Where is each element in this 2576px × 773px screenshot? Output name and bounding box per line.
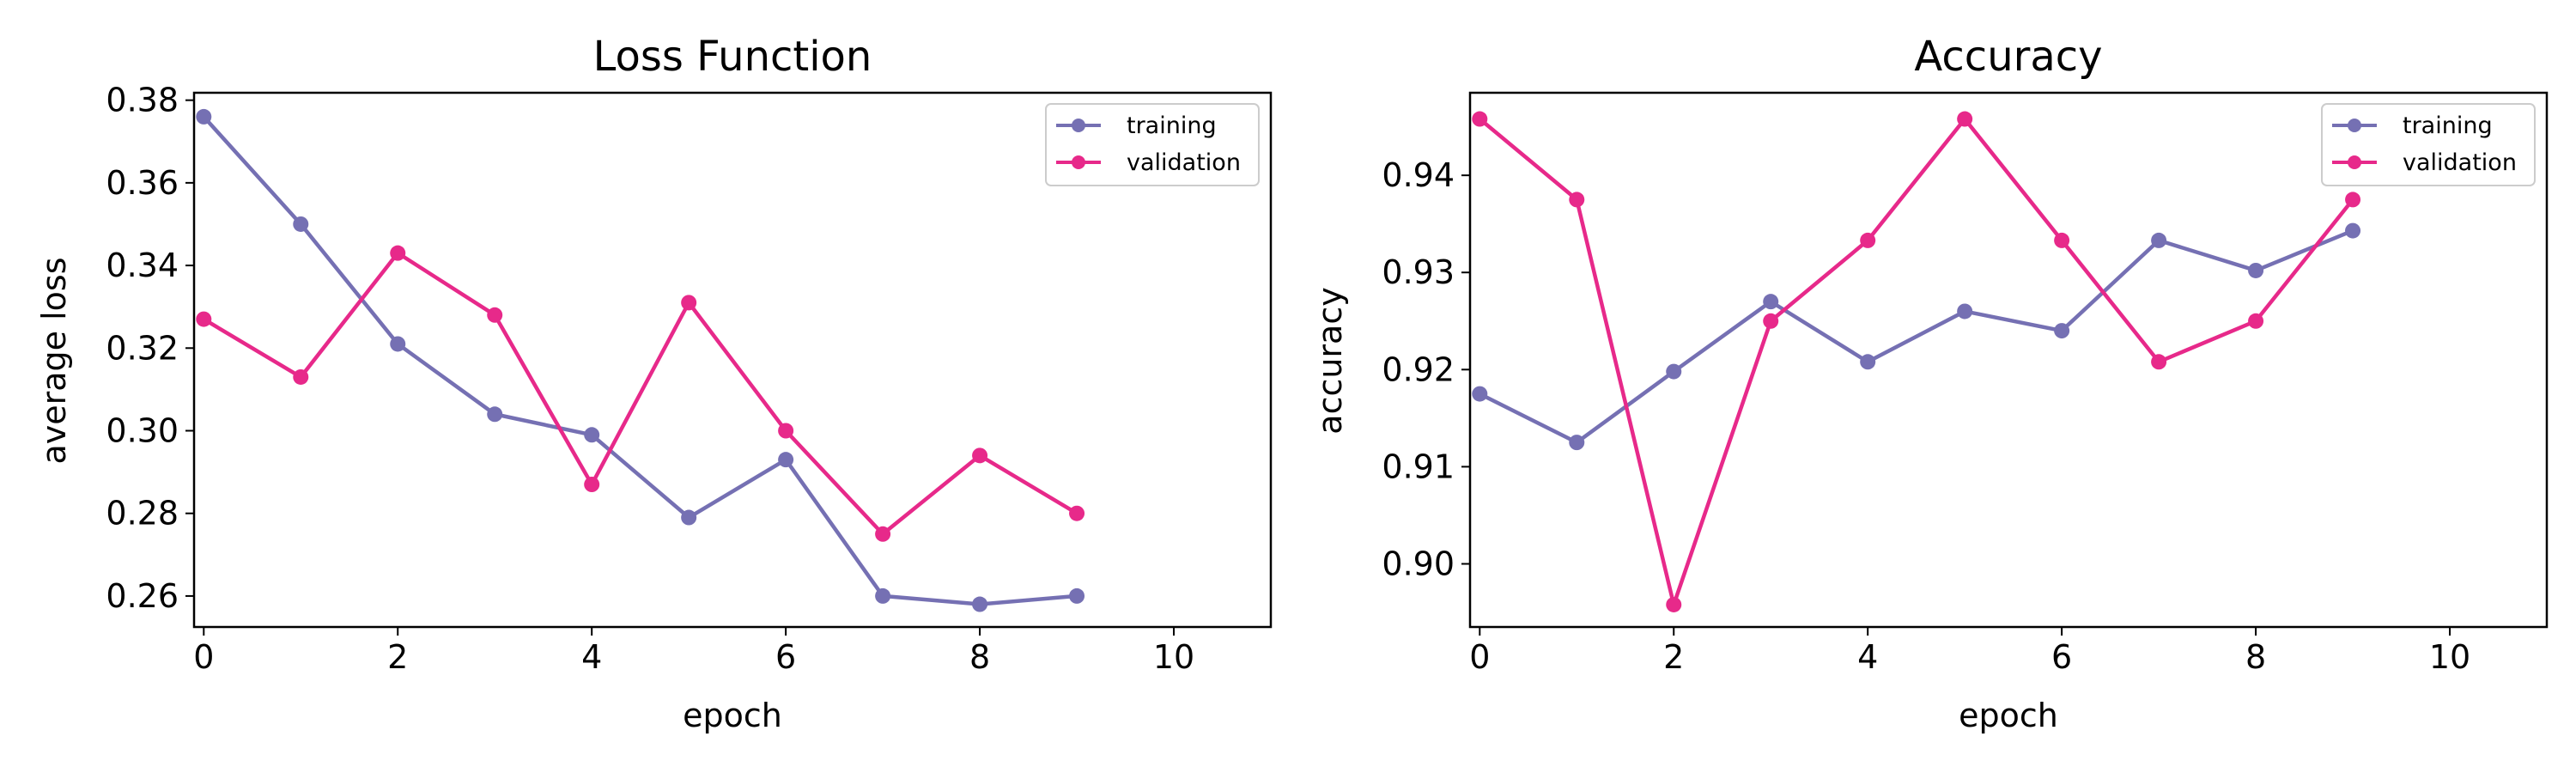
accuracy-y-tick-label: 0.93 — [1382, 253, 1455, 291]
loss-x-axis-label: epoch — [683, 697, 782, 734]
loss-chart: Loss Function 0 2 4 6 8 10 0.26 0.28 0.30 0.32 0.3… — [35, 33, 1273, 734]
accuracy-validation-point — [1763, 313, 1779, 329]
loss-x-tick-label: 0 — [193, 638, 214, 676]
loss-x-tick-label: 4 — [581, 638, 602, 676]
accuracy-validation-point — [1472, 111, 1488, 127]
accuracy-x-tick-label: 4 — [1857, 638, 1878, 676]
loss-legend-training-marker — [1072, 119, 1085, 132]
accuracy-x-tick-label: 6 — [2051, 638, 2072, 676]
loss-chart-series — [196, 108, 1085, 612]
accuracy-validation-point — [1666, 596, 1682, 612]
accuracy-validation-point — [2054, 232, 2070, 248]
accuracy-x-tick-label: 10 — [2429, 638, 2470, 676]
accuracy-validation-point — [1569, 192, 1585, 208]
loss-x-tick-label: 10 — [1153, 638, 1194, 676]
loss-training-point — [196, 108, 212, 125]
loss-validation-point — [778, 423, 794, 439]
accuracy-training-point — [2054, 323, 2070, 339]
loss-training-point — [778, 452, 794, 468]
accuracy-training-point — [1860, 354, 1876, 370]
loss-y-tick-label: 0.36 — [106, 164, 179, 202]
accuracy-validation-point — [1860, 232, 1876, 248]
loss-legend-validation-marker — [1072, 155, 1085, 169]
loss-y-tick-label: 0.32 — [106, 329, 179, 367]
accuracy-training-point — [1569, 435, 1585, 451]
accuracy-x-tick-label: 0 — [1469, 638, 1490, 676]
loss-training-point — [584, 427, 600, 443]
loss-validation-point — [196, 311, 212, 327]
loss-y-tick-label: 0.26 — [106, 577, 179, 615]
accuracy-chart-series — [1472, 111, 2361, 612]
accuracy-x-tick-label: 8 — [2245, 638, 2266, 676]
loss-y-tick-label: 0.28 — [106, 495, 179, 533]
loss-validation-point — [972, 447, 988, 464]
accuracy-y-tick-label: 0.91 — [1382, 447, 1455, 485]
loss-validation-point — [390, 245, 406, 261]
loss-y-axis-label: average loss — [35, 257, 73, 464]
accuracy-legend-validation-marker — [2348, 155, 2361, 169]
loss-plot-frame — [192, 91, 1273, 629]
loss-y-tick-label: 0.30 — [106, 412, 179, 450]
accuracy-y-tick-label: 0.90 — [1382, 545, 1455, 582]
accuracy-legend: training validation — [2321, 103, 2536, 186]
loss-validation-point — [681, 295, 697, 311]
accuracy-validation-point — [2345, 192, 2361, 208]
loss-training-point — [681, 509, 697, 526]
accuracy-y-axis-label: accuracy — [1311, 287, 1349, 434]
accuracy-validation-point — [1957, 111, 1973, 127]
accuracy-training-point — [2345, 222, 2361, 239]
loss-chart-title: Loss Function — [593, 33, 872, 81]
loss-training-point — [390, 336, 406, 352]
accuracy-chart-gridlayer: 0 2 4 6 8 10 0.90 0.91 0.92 0.93 0.94 — [1382, 156, 2470, 676]
accuracy-validation-point — [2151, 354, 2167, 370]
loss-validation-line — [203, 251, 1078, 537]
loss-validation-point — [1069, 505, 1085, 521]
accuracy-y-tick-label: 0.92 — [1382, 350, 1455, 388]
loss-legend: training validation — [1045, 103, 1260, 186]
accuracy-y-tick-label: 0.94 — [1382, 156, 1455, 194]
accuracy-training-point — [2248, 262, 2264, 278]
accuracy-plot-frame — [1468, 91, 2549, 629]
accuracy-training-point — [1763, 294, 1779, 310]
accuracy-x-axis-label: epoch — [1959, 697, 2058, 734]
loss-chart-gridlayer: 0 2 4 6 8 10 0.26 0.28 0.30 0.32 0.34 0.36 0.38 — [106, 82, 1194, 676]
loss-training-point — [293, 216, 309, 232]
loss-x-tick-label: 8 — [969, 638, 990, 676]
loss-training-line — [202, 115, 1078, 606]
loss-legend-training-label: training — [1127, 113, 1217, 139]
loss-validation-point — [875, 526, 891, 542]
accuracy-legend-training-marker — [2348, 119, 2361, 132]
loss-validation-point — [293, 368, 309, 385]
loss-training-point — [1069, 587, 1085, 604]
accuracy-validation-point — [2248, 313, 2264, 329]
accuracy-validation-line — [1478, 117, 2354, 607]
loss-y-tick-label: 0.38 — [106, 82, 179, 119]
accuracy-chart: Accuracy 0 2 4 6 8 10 0.90 0.91 0.92 0.93 0.94 epo… — [1311, 33, 2549, 734]
accuracy-training-point — [2151, 232, 2167, 248]
loss-legend-validation-label: validation — [1127, 149, 1241, 176]
accuracy-legend-training-label: training — [2403, 113, 2493, 139]
loss-y-tick-label: 0.34 — [106, 247, 179, 284]
accuracy-chart-title: Accuracy — [1914, 33, 2102, 81]
loss-training-point — [875, 587, 891, 604]
loss-validation-point — [584, 477, 600, 493]
accuracy-training-point — [1957, 303, 1973, 320]
loss-validation-point — [487, 307, 503, 323]
loss-training-point — [487, 406, 503, 423]
loss-training-point — [972, 596, 988, 612]
accuracy-legend-validation-label: validation — [2403, 149, 2517, 176]
loss-x-tick-label: 6 — [775, 638, 796, 676]
accuracy-x-tick-label: 2 — [1663, 638, 1684, 676]
loss-x-tick-label: 2 — [387, 638, 408, 676]
accuracy-training-point — [1472, 386, 1488, 402]
accuracy-training-point — [1666, 363, 1682, 380]
